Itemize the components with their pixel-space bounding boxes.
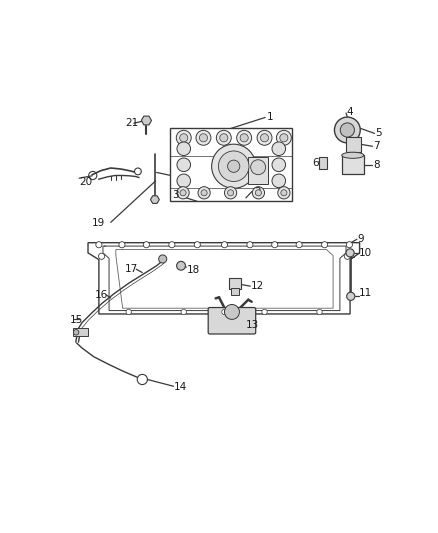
Circle shape — [247, 241, 253, 248]
FancyBboxPatch shape — [248, 157, 268, 184]
Circle shape — [255, 190, 261, 196]
Circle shape — [225, 187, 237, 199]
Text: 19: 19 — [92, 219, 106, 228]
Text: 10: 10 — [359, 248, 372, 258]
Circle shape — [280, 134, 288, 142]
Text: 6: 6 — [313, 158, 319, 168]
Text: 20: 20 — [79, 176, 92, 187]
Circle shape — [222, 241, 227, 248]
Circle shape — [177, 261, 185, 270]
Circle shape — [180, 190, 186, 196]
FancyBboxPatch shape — [319, 157, 327, 169]
Circle shape — [143, 241, 149, 248]
Circle shape — [317, 309, 322, 314]
Text: 14: 14 — [174, 382, 187, 392]
Circle shape — [159, 255, 167, 263]
Text: 15: 15 — [70, 315, 83, 325]
Circle shape — [346, 249, 354, 257]
Circle shape — [228, 160, 240, 172]
Circle shape — [169, 241, 175, 248]
Polygon shape — [88, 243, 360, 314]
Circle shape — [180, 134, 188, 142]
Text: 1: 1 — [267, 112, 274, 123]
Circle shape — [177, 142, 191, 156]
Circle shape — [196, 131, 211, 146]
Circle shape — [96, 241, 102, 248]
Circle shape — [176, 131, 191, 146]
FancyBboxPatch shape — [208, 308, 256, 334]
Circle shape — [201, 190, 207, 196]
Circle shape — [347, 292, 355, 301]
Text: 16: 16 — [95, 290, 108, 300]
FancyBboxPatch shape — [229, 278, 241, 288]
Circle shape — [227, 190, 233, 196]
Circle shape — [272, 241, 278, 248]
Circle shape — [237, 131, 251, 146]
Ellipse shape — [342, 152, 364, 158]
Circle shape — [346, 241, 353, 248]
Circle shape — [177, 158, 191, 172]
Circle shape — [134, 168, 141, 175]
Circle shape — [281, 190, 287, 196]
Text: 11: 11 — [359, 288, 372, 298]
Circle shape — [220, 134, 228, 142]
Circle shape — [212, 144, 256, 188]
Circle shape — [321, 241, 328, 248]
Circle shape — [216, 131, 231, 146]
FancyBboxPatch shape — [170, 128, 293, 201]
Circle shape — [119, 241, 125, 248]
FancyBboxPatch shape — [346, 138, 361, 152]
Circle shape — [257, 131, 272, 146]
Text: 17: 17 — [124, 264, 138, 274]
Circle shape — [74, 329, 79, 335]
Text: 3: 3 — [172, 190, 179, 200]
Text: 21: 21 — [125, 118, 138, 128]
Circle shape — [251, 160, 265, 175]
Text: 12: 12 — [251, 281, 264, 291]
Circle shape — [219, 151, 249, 182]
Circle shape — [194, 241, 200, 248]
Circle shape — [198, 187, 210, 199]
Circle shape — [126, 309, 131, 314]
Circle shape — [99, 253, 105, 260]
FancyBboxPatch shape — [230, 288, 239, 295]
Circle shape — [240, 134, 248, 142]
Circle shape — [199, 134, 208, 142]
Circle shape — [177, 174, 191, 188]
Circle shape — [181, 309, 187, 314]
Circle shape — [272, 142, 286, 156]
Text: 8: 8 — [373, 159, 380, 169]
Circle shape — [344, 253, 350, 260]
Text: 5: 5 — [375, 128, 382, 139]
Text: 9: 9 — [357, 235, 364, 244]
Circle shape — [272, 174, 286, 188]
Circle shape — [177, 187, 189, 199]
Text: 7: 7 — [373, 141, 380, 151]
Circle shape — [272, 158, 286, 172]
Circle shape — [222, 309, 227, 314]
Circle shape — [340, 123, 354, 137]
FancyBboxPatch shape — [74, 328, 88, 336]
Text: 2: 2 — [254, 187, 261, 197]
FancyBboxPatch shape — [342, 155, 364, 174]
Text: 18: 18 — [187, 265, 201, 275]
Text: 4: 4 — [346, 107, 353, 117]
Circle shape — [335, 117, 360, 143]
Text: 13: 13 — [246, 320, 259, 330]
Circle shape — [261, 134, 268, 142]
Circle shape — [278, 187, 290, 199]
Circle shape — [252, 187, 265, 199]
Circle shape — [262, 309, 267, 314]
Circle shape — [296, 241, 302, 248]
Circle shape — [225, 304, 240, 319]
Circle shape — [276, 131, 291, 146]
